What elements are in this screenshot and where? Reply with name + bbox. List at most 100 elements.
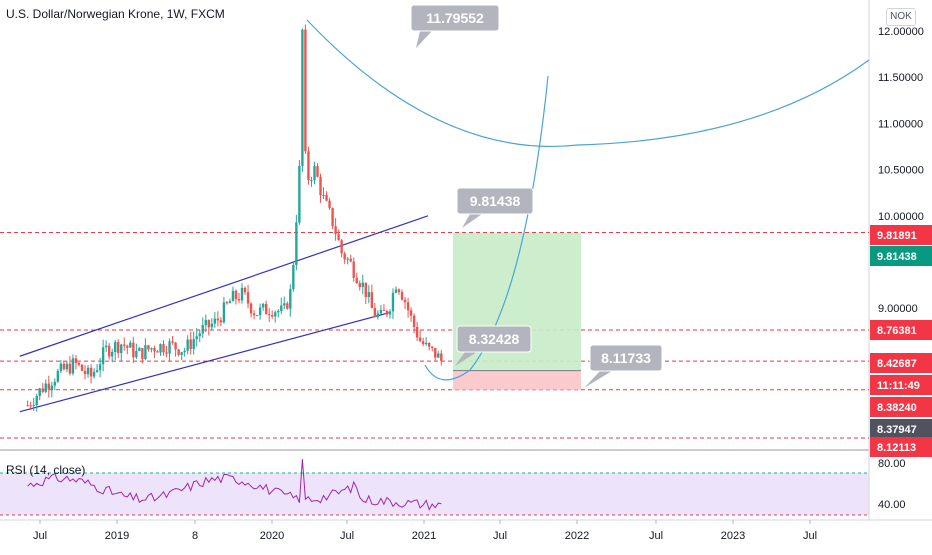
candle-body xyxy=(144,345,147,360)
candle-body xyxy=(277,310,280,313)
candle-body xyxy=(304,29,307,152)
candle-body xyxy=(35,396,38,406)
candle-body xyxy=(225,302,229,304)
candle-body xyxy=(171,341,174,343)
price-callout: 9.81438 xyxy=(456,187,534,228)
callout-text: 11.79552 xyxy=(426,10,484,26)
candle-body xyxy=(334,226,337,234)
candle-body xyxy=(195,336,198,340)
candle-body xyxy=(80,364,84,371)
candle-body xyxy=(114,342,117,353)
candle-body xyxy=(177,349,180,355)
price-label: 8.42687 xyxy=(870,353,932,373)
candle-body xyxy=(147,345,150,350)
candle-body xyxy=(249,303,253,314)
candle-body xyxy=(428,342,431,347)
candle-body xyxy=(240,287,244,301)
price-label-bg xyxy=(870,419,932,439)
candle-body xyxy=(412,315,416,327)
price-label-text: 8.76381 xyxy=(877,325,917,337)
candle-body xyxy=(183,350,186,353)
candle-body xyxy=(434,347,437,358)
candle-body xyxy=(301,29,304,166)
x-tick-label: 2022 xyxy=(565,530,589,542)
candle-body xyxy=(252,313,256,316)
y-tick-label: 11.00000 xyxy=(878,118,923,130)
candle-body xyxy=(358,283,361,287)
price-label-text: 8.37947 xyxy=(877,424,917,436)
candle-body xyxy=(337,233,340,241)
rsi-tick-label: 40.00 xyxy=(878,499,906,511)
candle-body xyxy=(168,341,171,354)
candle-body xyxy=(165,352,168,354)
candle-body xyxy=(38,388,41,397)
channel-layer xyxy=(19,215,429,413)
candle-body xyxy=(352,261,355,278)
candle-body xyxy=(47,383,50,390)
y-tick-label: 10.50000 xyxy=(878,165,924,177)
price-axis[interactable]: 12.00000 11.50000 11.00000 10.50000 10.00000… xyxy=(878,26,924,315)
callout-text: 9.81438 xyxy=(470,193,521,209)
currency-badge[interactable]: NOK xyxy=(886,8,916,26)
candle-body xyxy=(150,348,153,350)
time-axis[interactable]: Jul 2019 8 2020 Jul 2021 Jul 2022 Jul 2023 Jul xyxy=(33,520,817,542)
price-label-text: 8.12113 xyxy=(877,442,916,454)
candle-body xyxy=(328,200,331,208)
candle-body xyxy=(319,176,322,196)
candle-body xyxy=(391,292,395,312)
x-tick-label: Jul xyxy=(33,530,47,542)
price-label-bg xyxy=(870,320,932,340)
candle-body xyxy=(397,289,401,293)
candle-body xyxy=(120,344,123,354)
candle-body xyxy=(431,346,434,348)
x-tick-label: Jul xyxy=(493,530,507,542)
price-label: 11:11:49 xyxy=(870,375,932,395)
candle-body xyxy=(234,290,238,300)
y-tick-label: 11.50000 xyxy=(878,72,923,84)
candle-body xyxy=(68,363,72,374)
callout-tail xyxy=(455,352,477,366)
candle-body xyxy=(406,302,410,311)
callout-box xyxy=(456,187,534,215)
candle-body xyxy=(198,333,201,337)
candle-body xyxy=(440,353,443,361)
candle-body xyxy=(92,371,96,377)
candle-body xyxy=(216,318,220,321)
rsi-line xyxy=(27,459,442,511)
candles-layer xyxy=(26,24,443,412)
price-label-bg xyxy=(870,375,932,395)
rsi-band xyxy=(0,473,869,515)
candle-body xyxy=(129,342,132,348)
x-tick-label: Jul xyxy=(340,530,354,542)
price-label-text: 8.38240 xyxy=(877,402,917,414)
candle-body xyxy=(213,318,217,324)
candle-body xyxy=(325,194,328,201)
candle-body xyxy=(289,289,292,309)
price-label-bg xyxy=(870,437,932,457)
price-label-bg xyxy=(870,246,932,266)
candle-body xyxy=(373,308,377,318)
callout-tail xyxy=(416,31,432,48)
candle-body xyxy=(153,348,156,352)
candle-body xyxy=(219,320,223,323)
y-tick-label: 12.00000 xyxy=(878,26,924,38)
candle-body xyxy=(186,339,189,351)
candle-body xyxy=(349,258,352,262)
candle-body xyxy=(228,301,232,304)
price-label-bg xyxy=(870,225,932,245)
x-tick-label: 2023 xyxy=(721,530,745,542)
candle-body xyxy=(201,325,204,334)
x-tick-label: 2019 xyxy=(105,530,129,542)
candle-body xyxy=(231,290,235,302)
loss-zone xyxy=(453,370,581,390)
candle-body xyxy=(295,222,298,266)
candle-body xyxy=(110,352,114,357)
candle-body xyxy=(264,303,268,315)
candle-body xyxy=(274,312,277,317)
candle-body xyxy=(44,383,47,392)
candle-body xyxy=(132,342,135,358)
candle-body xyxy=(346,258,349,260)
candle-body xyxy=(400,292,404,300)
